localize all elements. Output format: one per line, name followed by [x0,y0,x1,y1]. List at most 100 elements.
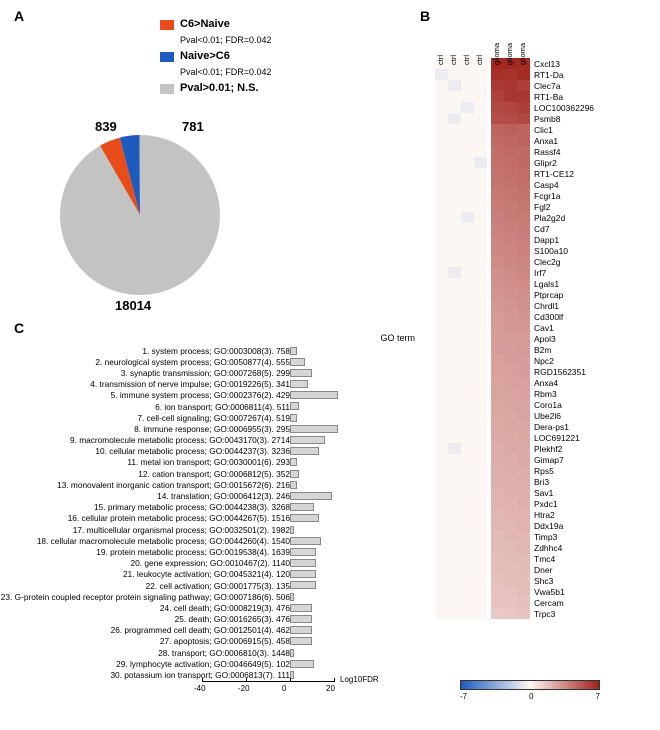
heatmap-row-label: Glipr2 [534,158,557,168]
heatmap-cell [504,80,517,91]
heatmap-cell [435,190,448,201]
heatmap-cell [435,421,448,432]
heatmap-cell [448,564,461,575]
heatmap-cell [448,278,461,289]
heatmap-cell [491,80,504,91]
go-label: 26. programmed cell death; GO:0012501(4)… [111,625,290,635]
heatmap-row: Cxcl13 [435,58,594,69]
heatmap-cell [448,410,461,421]
heatmap-row: Dapp1 [435,234,594,245]
heatmap-cell [474,256,487,267]
heatmap-cell [474,146,487,157]
go-row: 22. cell activation; GO:0001775(3). 135 [5,580,425,591]
heatmap-cell [504,366,517,377]
heatmap-row-label: Anxa4 [534,378,558,388]
heatmap-row: Shc3 [435,575,594,586]
heatmap-cell [461,333,474,344]
heatmap-cell [435,597,448,608]
heatmap-cell [474,498,487,509]
heatmap-row: Ube2l6 [435,410,594,421]
heatmap-cell [461,509,474,520]
heatmap-cell [517,300,530,311]
heatmap-row: Gimap7 [435,454,594,465]
heatmap-cell [491,223,504,234]
heatmap-row: Cercam [435,597,594,608]
go-row: 3. synaptic transmission; GO:0007268(5).… [5,367,425,378]
heatmap-cell [491,245,504,256]
heatmap-cell [491,487,504,498]
heatmap-row-label: Irf7 [534,268,546,278]
heatmap-row: Anxa4 [435,377,594,388]
heatmap-row-label: Plekhf2 [534,444,562,454]
heatmap-cell [435,476,448,487]
go-label: 4. transmission of nerve impulse; GO:001… [90,379,290,389]
heatmap-cell [474,421,487,432]
heatmap-row-label: Cxcl13 [534,59,560,69]
heatmap-cell [504,69,517,80]
heatmap-row: Rps5 [435,465,594,476]
heatmap-row-label: Psmb8 [534,114,560,124]
heatmap-cell [491,421,504,432]
heatmap-row: Fgl2 [435,201,594,212]
go-row: 28. transport; GO:0006810(3). 1448 [5,647,425,658]
heatmap-cell [504,575,517,586]
heatmap-col-label: glioma [518,43,527,65]
heatmap-cell [461,289,474,300]
heatmap-cell [474,575,487,586]
go-label: 10. cellular metabolic process; GO:00442… [95,446,290,456]
heatmap-cell [491,608,504,619]
heatmap-cell [435,388,448,399]
go-row: 25. death; GO:0016265(3). 476 [5,614,425,625]
heatmap-row-label: Lgals1 [534,279,559,289]
heatmap-cell [435,498,448,509]
heatmap-row-label: Cav1 [534,323,554,333]
heatmap-cell [448,355,461,366]
go-label: 28. transport; GO:0006810(3). 1448 [158,648,290,658]
heatmap-cell [435,443,448,454]
heatmap-cell [504,355,517,366]
heatmap-cell [435,234,448,245]
heatmap-cell [491,256,504,267]
pie-chart [0,0,420,330]
heatmap-row-label: Rassf4 [534,147,560,157]
go-label: 3. synaptic transmission; GO:0007268(5).… [121,368,290,378]
go-row: 14. translation; GO:0006412(3). 246 [5,490,425,501]
heatmap-cell [491,124,504,135]
heatmap-cell [504,168,517,179]
go-label: 18. cellular macromolecule metabolic pro… [37,536,290,546]
heatmap-cell [461,366,474,377]
heatmap-cell [474,69,487,80]
heatmap-cell [435,124,448,135]
heatmap-cell [448,333,461,344]
heatmap-cell [491,201,504,212]
heatmap-cell [491,366,504,377]
pie-slice [60,135,220,295]
heatmap-row: Irf7 [435,267,594,278]
go-row: 21. leukocyte activation; GO:0045321(4).… [5,569,425,580]
go-axis-tick: -40 [194,684,206,693]
heatmap-cell [461,234,474,245]
go-row: 27. apoptosis; GO:0006915(5). 458 [5,636,425,647]
heatmap-cell [474,553,487,564]
heatmap-cell [448,124,461,135]
heatmap-row-label: Shc3 [534,576,553,586]
heatmap-cell [491,267,504,278]
heatmap-cell [504,135,517,146]
heatmap-cell [461,575,474,586]
heatmap-cell [435,542,448,553]
heatmap-cell [435,509,448,520]
heatmap-cell [474,432,487,443]
heatmap-row: B2m [435,344,594,355]
heatmap-cell [517,179,530,190]
heatmap-cell [448,520,461,531]
heatmap-cell [435,487,448,498]
heatmap-cell [504,586,517,597]
heatmap-cell [474,355,487,366]
go-bar [290,481,297,489]
go-bar [290,470,299,478]
heatmap-cell [448,586,461,597]
heatmap-cell [517,366,530,377]
heatmap-cell [474,333,487,344]
heatmap-cell [474,377,487,388]
heatmap-cell [461,278,474,289]
